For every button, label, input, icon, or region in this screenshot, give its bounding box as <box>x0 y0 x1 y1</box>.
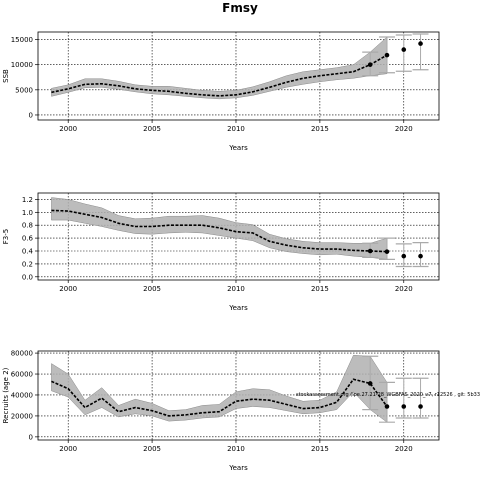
forecast-point <box>401 404 407 409</box>
plot-frame <box>37 350 440 441</box>
panel-2: 2000 2005 2010 2015 2020 0.0 0.2 0.4 0.6 0.8 1.0 1.… <box>2 192 440 312</box>
x-tick-label: 2000 <box>59 445 77 453</box>
y-tick-label: 0.8 <box>22 222 33 230</box>
x-tick-label: 2010 <box>227 125 245 133</box>
x-tick-label: 2020 <box>395 125 413 133</box>
median-line <box>51 378 388 417</box>
panel-1: 2000 2005 2010 2015 2020 0 5000 10000 15000 Years… <box>2 31 440 152</box>
y-tick-label: 0.4 <box>22 248 34 256</box>
x-axis-title: Years <box>228 304 248 312</box>
y-tick-label: 0 <box>29 111 33 119</box>
x-axis-title: Years <box>228 464 248 472</box>
y-tick-label: 1.2 <box>22 196 33 204</box>
y-tick-label: 60000 <box>11 371 33 379</box>
forecast-point <box>384 52 390 58</box>
x-tick-label: 2000 <box>59 285 77 293</box>
x-tick-label: 2000 <box>59 125 77 133</box>
x-tick-label: 2020 <box>395 445 413 453</box>
plot-frame <box>37 192 440 281</box>
x-tick-label: 2015 <box>311 445 329 453</box>
forecast-point <box>384 404 390 409</box>
y-axis-title: Recruits (age 2) <box>2 367 10 423</box>
y-axis-title: F3-5 <box>2 229 10 244</box>
forecast-point <box>367 248 373 254</box>
x-tick-label: 2015 <box>311 285 329 293</box>
confidence-band <box>51 197 388 260</box>
forecast-point <box>401 47 407 52</box>
y-tick-label: 5000 <box>15 86 33 94</box>
median-line <box>51 54 388 97</box>
plot-frame <box>37 31 440 121</box>
forecast-point <box>418 41 423 46</box>
x-tick-label: 2005 <box>143 285 161 293</box>
panels: 2000 2005 2010 2015 2020 0 5000 10000 15000 Years… <box>2 31 480 472</box>
x-tick-label: 2020 <box>395 285 413 293</box>
y-tick-label: 40000 <box>11 391 33 399</box>
x-tick-label: 2005 <box>143 445 161 453</box>
forecast-point <box>418 253 423 259</box>
y-tick-label: 20000 <box>11 412 33 420</box>
x-tick-label: 2015 <box>311 125 329 133</box>
y-tick-label: 0.2 <box>22 260 33 268</box>
forecast-point <box>367 381 373 386</box>
confidence-band <box>51 36 388 100</box>
forecast-point <box>401 253 407 259</box>
forecast-point <box>367 62 373 67</box>
panel-3: 2000 2005 2010 2015 2020 0 20000 40000 60000 8000… <box>2 350 480 472</box>
y-tick-label: 0.0 <box>22 273 33 281</box>
y-tick-label: 80000 <box>11 350 33 358</box>
y-tick-label: 10000 <box>11 61 33 69</box>
y-tick-label: 0.6 <box>22 235 34 243</box>
x-tick-label: 2010 <box>227 285 245 293</box>
y-axis-title: SSB <box>2 69 10 83</box>
forecast-point <box>384 249 390 254</box>
forecast-point <box>418 404 423 409</box>
x-axis-title: Years <box>228 144 248 152</box>
x-tick-label: 2010 <box>227 445 245 453</box>
x-tick-label: 2005 <box>143 125 161 133</box>
annotation-text: stockassessment.org (lpe.27.21-28_WGBFAS… <box>296 392 480 398</box>
y-tick-label: 1.0 <box>22 209 33 217</box>
y-tick-label: 15000 <box>11 36 33 44</box>
figure-title: Fmsy <box>222 1 258 15</box>
median-line <box>51 209 388 253</box>
y-tick-label: 0 <box>29 433 33 441</box>
